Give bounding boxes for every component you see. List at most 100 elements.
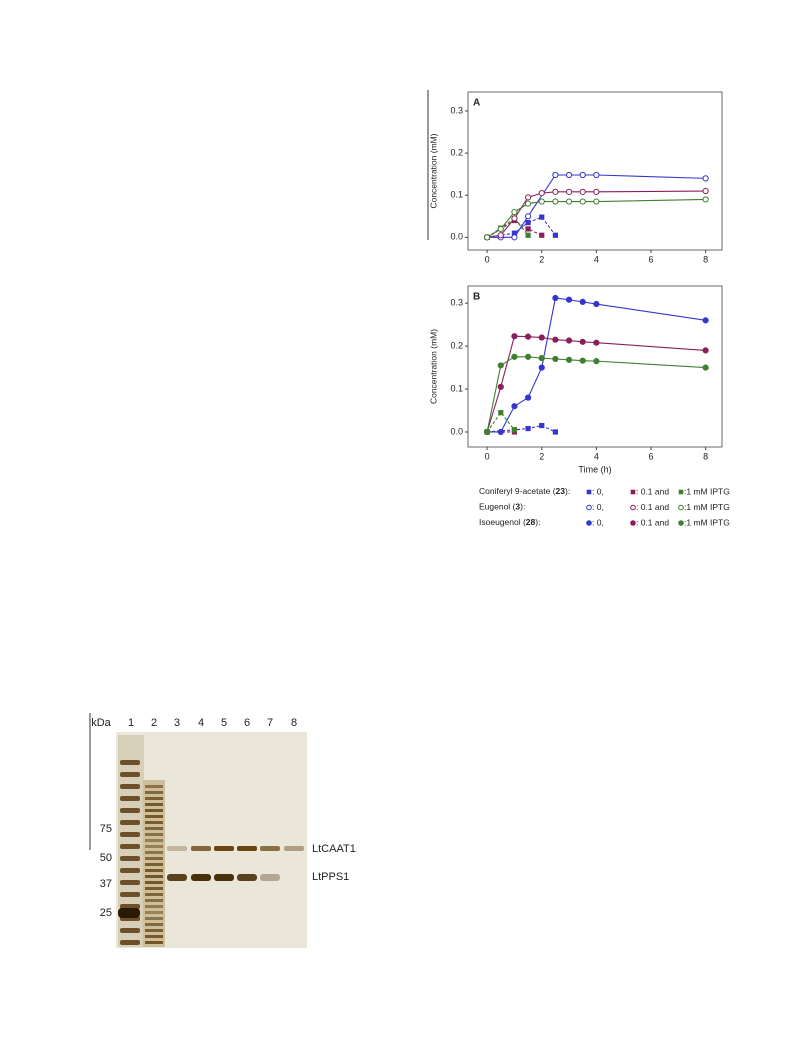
band-label: LtCAAT1 (312, 843, 356, 855)
point (579, 171, 586, 179)
gel-band (145, 929, 163, 932)
x-tick-label: 8 (703, 451, 708, 461)
legend-label-part: ): (520, 502, 525, 512)
legend-marker (630, 520, 636, 526)
panel-label: B (473, 292, 480, 303)
point (497, 225, 504, 233)
legend-label: Isoeugenol (28): (479, 517, 540, 527)
y-tick-label: 0.2 (450, 147, 463, 157)
point (525, 220, 531, 226)
y-axis-label: Concentration (mM) (428, 329, 438, 404)
gel-band (120, 904, 140, 909)
point (702, 347, 709, 354)
gel-band (145, 887, 163, 890)
point (524, 200, 532, 207)
legend-item: : 0.1 and (636, 486, 669, 496)
x-tick-label: 4 (594, 254, 599, 264)
point (511, 403, 518, 410)
gel-band (145, 923, 163, 926)
point (524, 213, 532, 220)
legend-item: : 0.1 and (636, 517, 669, 527)
x-axis-label: Time (h) (578, 464, 611, 474)
lane-number: 2 (151, 717, 157, 729)
gel-band (145, 917, 163, 920)
point (511, 215, 518, 222)
legend-label-part: Isoeugenol ( (479, 517, 526, 527)
gel-unit: kDa (91, 717, 111, 729)
gel-band (120, 856, 140, 861)
size-marker: 37 (100, 878, 112, 890)
series-line (487, 216, 556, 238)
point (702, 364, 709, 371)
gel-band (145, 803, 163, 806)
gel-band (145, 785, 163, 788)
gel-band (145, 863, 163, 866)
gel-band (120, 880, 140, 885)
panel-label: A (473, 98, 480, 109)
legend-item: :1 mM IPTG (684, 502, 730, 512)
gel-band (191, 874, 211, 881)
legend-marker (678, 489, 684, 495)
lane-number: 5 (221, 717, 227, 729)
point (511, 234, 518, 241)
point (538, 364, 545, 371)
point (511, 353, 518, 360)
gel-band (237, 874, 257, 881)
x-tick-label: 8 (703, 254, 708, 264)
point (579, 338, 586, 345)
series-line (486, 411, 515, 433)
point (593, 300, 600, 308)
gel-band (145, 833, 163, 836)
legend-item: :1 mM IPTG (684, 486, 730, 496)
x-tick-label: 0 (485, 451, 490, 461)
gel-band (145, 851, 163, 854)
gel-band (145, 935, 163, 938)
legend-marker (678, 504, 684, 511)
gel-band (145, 881, 163, 884)
y-tick-label: 0.2 (450, 340, 463, 350)
series-line (487, 424, 556, 433)
gel-band (145, 869, 163, 872)
point (552, 188, 559, 195)
size-marker: 75 (100, 823, 112, 835)
series-line (486, 335, 706, 433)
point (538, 198, 545, 205)
gel-band (118, 908, 140, 918)
series-line (486, 198, 706, 238)
point (511, 333, 518, 340)
lane-number: 1 (128, 717, 134, 729)
point (702, 196, 709, 203)
point (511, 230, 518, 236)
band-label: LtPPS1 (312, 871, 349, 883)
point (525, 232, 531, 238)
gel-band (145, 821, 163, 824)
y-tick-label: 0.3 (450, 105, 463, 115)
gel-band (167, 874, 187, 881)
plot-frame (467, 285, 723, 448)
gel-band (145, 791, 163, 794)
gel-band (260, 846, 280, 851)
point (484, 234, 491, 241)
point (524, 194, 532, 201)
gel-band (120, 796, 140, 801)
point (579, 188, 586, 195)
gel-band (120, 928, 140, 933)
point (593, 358, 600, 365)
point (565, 356, 573, 363)
point (593, 171, 600, 179)
series-line (487, 190, 706, 238)
legend-marker (678, 520, 684, 526)
point (565, 198, 573, 205)
gel-band (145, 905, 163, 908)
x-tick-label: 4 (594, 451, 599, 461)
point (702, 175, 709, 182)
point (565, 337, 573, 344)
point (552, 336, 559, 343)
point (497, 362, 504, 369)
point (511, 208, 518, 216)
point (538, 190, 545, 197)
point (525, 226, 531, 232)
size-marker: 25 (100, 907, 112, 919)
